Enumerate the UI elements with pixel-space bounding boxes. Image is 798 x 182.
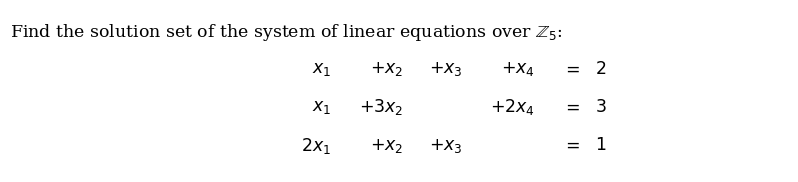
Text: $2x_1$: $2x_1$ (301, 136, 331, 156)
Text: $+x_3$: $+x_3$ (429, 137, 463, 155)
Text: $+2x_4$: $+2x_4$ (490, 97, 535, 117)
Text: $=$: $=$ (562, 99, 579, 116)
Text: $+x_4$: $+x_4$ (501, 60, 535, 78)
Text: $=$: $=$ (562, 61, 579, 78)
Text: $1$: $1$ (595, 137, 606, 154)
Text: $+x_3$: $+x_3$ (429, 60, 463, 78)
Text: $x_1$: $x_1$ (312, 99, 331, 116)
Text: $3$: $3$ (595, 99, 606, 116)
Text: $2$: $2$ (595, 61, 606, 78)
Text: $=$: $=$ (562, 137, 579, 154)
Text: $+x_2$: $+x_2$ (369, 137, 403, 155)
Text: Find the solution set of the system of linear equations over $\mathbb{Z}_5$:: Find the solution set of the system of l… (10, 22, 563, 43)
Text: $+3x_2$: $+3x_2$ (358, 97, 403, 117)
Text: $+x_2$: $+x_2$ (369, 60, 403, 78)
Text: $x_1$: $x_1$ (312, 61, 331, 78)
